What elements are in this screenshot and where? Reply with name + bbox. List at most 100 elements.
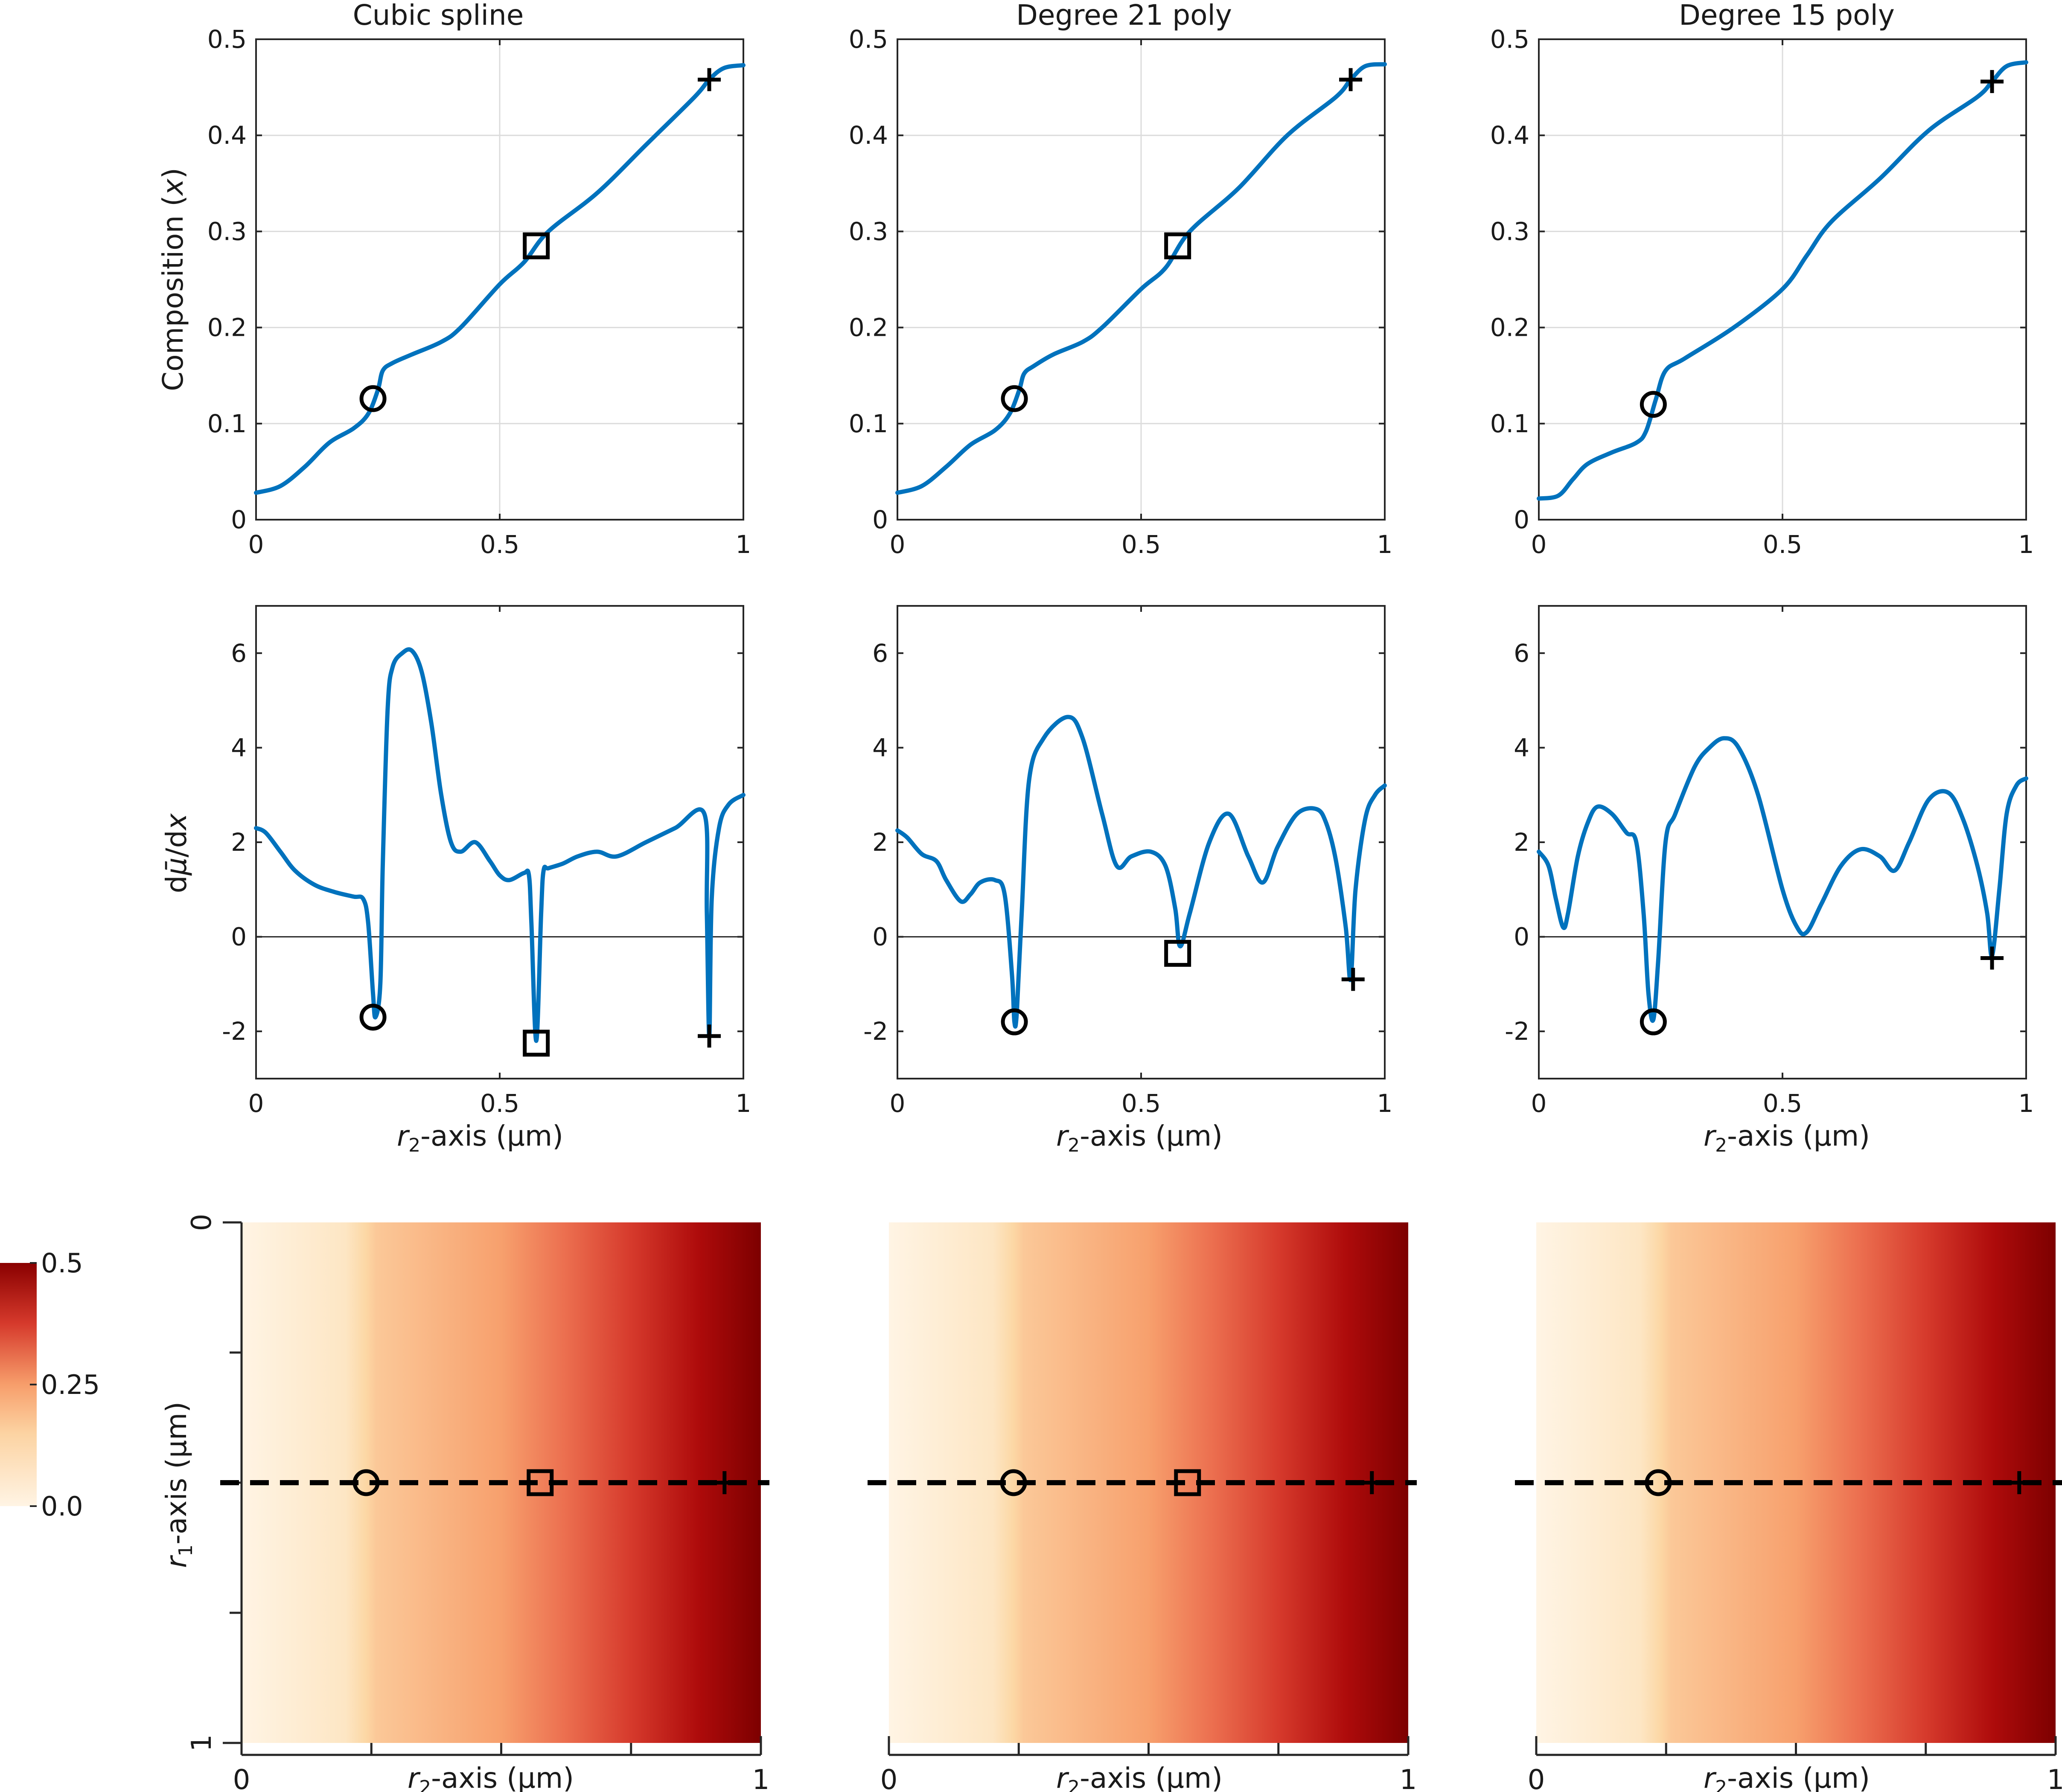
circle-marker: [1640, 391, 1667, 418]
plus-marker: [1339, 68, 1363, 91]
ylabel-derivative: dμ̄/dx: [160, 813, 193, 893]
y-tick-label: 0.2: [207, 313, 247, 342]
y-tick-label: 6: [231, 639, 247, 668]
y-tick-label: 0: [1514, 505, 1529, 534]
x-tick-label: 0: [1531, 530, 1547, 559]
y-tick-label: 0.3: [1490, 217, 1529, 246]
y-tick-label: 0.4: [207, 121, 247, 150]
x-tick-label: 1: [1377, 1089, 1393, 1118]
x-tick-label: 1: [1377, 530, 1393, 559]
y-tick-label: -2: [222, 1017, 247, 1046]
y-tick-label: 6: [872, 639, 888, 668]
colorbar: 0.5 0.25 0.0: [0, 1248, 100, 1522]
circle-marker: [1000, 1469, 1027, 1496]
x-tick-label: 1: [736, 1089, 751, 1118]
circle-marker: [1640, 1008, 1667, 1036]
xlabel-derivative-2: r2-axis (μm): [1056, 1120, 1223, 1156]
y-tick-label: 0.3: [849, 217, 888, 246]
square-marker: [527, 1469, 554, 1496]
y-tick-label: 0.2: [1490, 313, 1529, 342]
series-line: [1537, 736, 2028, 1023]
axes-box: [255, 605, 744, 1079]
circle-marker: [1001, 1008, 1028, 1036]
square-marker: [1174, 1469, 1201, 1496]
series-line: [1537, 60, 2028, 501]
y-tick-label: 0: [231, 922, 247, 951]
series-line: [895, 715, 1387, 1029]
y-tick-label: 0.4: [1490, 121, 1529, 150]
y-tick-label: 0: [872, 922, 888, 951]
derivative-axes-degree-15: -2 0 2 4 6 0 0.5 1: [1505, 605, 2034, 1118]
square-marker: [1164, 940, 1191, 967]
x-tick-label: 1: [2047, 1764, 2062, 1792]
y-tick-label: 0.5: [207, 25, 247, 54]
x-tick-label: 0.5: [480, 1089, 519, 1118]
circle-marker: [359, 385, 387, 412]
plus-marker: [698, 1024, 721, 1048]
square-marker: [1164, 232, 1191, 259]
axes-box: [1538, 605, 2027, 1079]
y-tick-label: 1: [186, 1734, 218, 1752]
plus-marker: [713, 1471, 736, 1494]
y-tick-label: 4: [872, 733, 888, 762]
plus-marker: [2007, 1471, 2031, 1494]
y-tick-label: 0: [186, 1214, 218, 1231]
square-marker: [523, 232, 550, 259]
panel-title-3: Degree 15 poly: [1679, 0, 1895, 32]
derivative-axes-degree-21: -2 0 2 4 6 0 0.5 1: [863, 605, 1393, 1118]
y-tick-label: 0: [872, 505, 888, 534]
colorbar-tick-2: 0.0: [41, 1491, 83, 1522]
y-tick-label: 4: [1514, 733, 1529, 762]
x-tick-label: 0: [890, 1089, 906, 1118]
y-tick-label: 0.2: [849, 313, 888, 342]
series-line: [254, 647, 746, 1043]
x-tick-label: 0.5: [480, 530, 519, 559]
y-tick-label: 2: [231, 828, 247, 857]
circle-marker: [1645, 1469, 1672, 1496]
plus-marker: [698, 68, 721, 91]
plus-marker: [1980, 946, 2004, 970]
colorbar-tick-1: 0.25: [41, 1369, 100, 1400]
y-tick-label: 0.1: [849, 409, 888, 438]
y-tick-label: 0: [231, 505, 247, 534]
x-tick-label: 0.5: [1763, 530, 1802, 559]
xlabel-map-3: r2-axis (μm): [1704, 1762, 1870, 1792]
series-line: [895, 62, 1387, 495]
y-tick-label: 4: [231, 733, 247, 762]
xlabel-derivative-3: r2-axis (μm): [1704, 1120, 1870, 1156]
axes-box: [897, 605, 1386, 1079]
x-tick-label: 1: [752, 1764, 770, 1792]
colorbar-tick-0: 0.5: [41, 1248, 83, 1279]
y-tick-label: 0.1: [1490, 409, 1529, 438]
y-tick-label: 0.1: [207, 409, 247, 438]
y-tick-label: 6: [1514, 639, 1529, 668]
circle-marker: [1001, 385, 1028, 412]
plus-marker: [1341, 968, 1365, 991]
y-tick-label: 0.5: [1490, 25, 1529, 54]
y-tick-label: 2: [872, 828, 888, 857]
x-tick-label: 0: [1528, 1764, 1545, 1792]
x-tick-label: 0.5: [1121, 530, 1161, 559]
composition-axes-cubic-spline: 0 0.1 0.2 0.3 0.4 0.5 0 0.5 1: [207, 25, 751, 559]
x-tick-label: 0: [248, 1089, 264, 1118]
panel-title-1: Cubic spline: [353, 0, 524, 32]
x-tick-label: 1: [1400, 1764, 1417, 1792]
xlabel-map-1: r2-axis (μm): [408, 1762, 574, 1792]
panel-title-2: Degree 21 poly: [1016, 0, 1232, 32]
ylabel-r1: r1-axis (μm): [160, 1402, 197, 1568]
circle-marker: [359, 1004, 387, 1031]
x-tick-label: 0.5: [1121, 1089, 1161, 1118]
x-tick-label: 0.5: [1763, 1089, 1802, 1118]
x-tick-label: 1: [736, 530, 751, 559]
circle-marker: [352, 1469, 380, 1496]
x-tick-label: 0: [1531, 1089, 1547, 1118]
x-tick-label: 1: [2018, 1089, 2034, 1118]
plus-marker: [1980, 70, 2004, 93]
square-marker: [523, 1030, 550, 1057]
composition-axes-degree-21: 0 0.1 0.2 0.3 0.4 0.5 0 0.5 1: [849, 25, 1393, 559]
y-tick-label: 0: [1514, 922, 1529, 951]
x-tick-label: 0: [248, 530, 264, 559]
y-tick-label: -2: [1505, 1017, 1529, 1046]
